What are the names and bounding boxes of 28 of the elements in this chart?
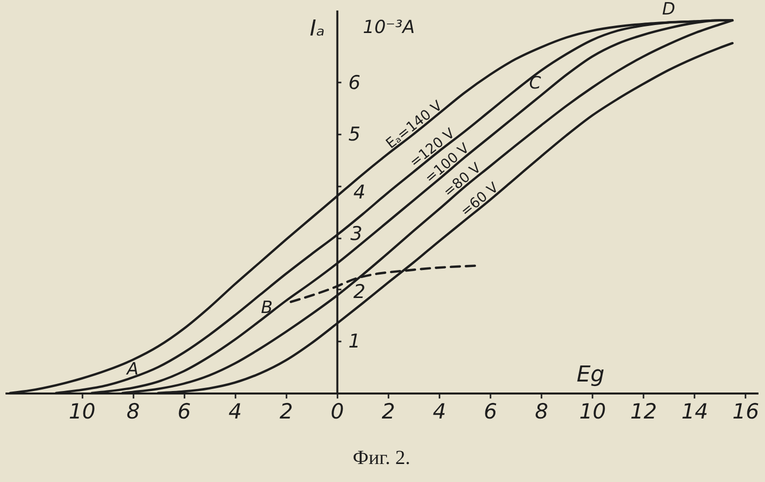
x-tick-label: 4 — [432, 400, 446, 424]
x-tick-label: 10 — [579, 400, 606, 424]
x-tick-label: 6 — [177, 400, 191, 424]
y-tick-label: 5 — [348, 124, 360, 146]
y-axis-title: Iₐ — [310, 16, 325, 42]
x-tick-label: 8 — [534, 400, 548, 424]
x-axis-title: Eg — [576, 362, 605, 388]
x-tick-label: 8 — [126, 400, 140, 424]
x-tick-label: 14 — [681, 400, 708, 424]
text: Фиг. 2. — [352, 447, 410, 469]
y-tick-label: 1 — [348, 330, 360, 353]
x-tick-label: 6 — [484, 400, 498, 424]
annotation: A — [126, 359, 138, 380]
y-tick-label: 2 — [353, 280, 366, 303]
annotation: B — [261, 298, 273, 318]
y-tick-label: 4 — [353, 181, 366, 204]
x-tick-label: 2 — [382, 400, 396, 424]
annotation: C — [529, 73, 542, 94]
y-tick-label: 3 — [350, 223, 362, 246]
x-tick-label: 16 — [732, 400, 760, 424]
x-tick-label: 2 — [280, 400, 293, 424]
annotation: 10⁻³A — [362, 17, 415, 38]
annotation: D — [662, 0, 676, 20]
x-tick-label: 0 — [330, 400, 344, 424]
x-tick-label: 4 — [228, 400, 242, 424]
y-tick-label: 6 — [348, 72, 360, 94]
x-tick-label: 10 — [68, 400, 96, 424]
x-tick-label: 12 — [630, 400, 658, 424]
